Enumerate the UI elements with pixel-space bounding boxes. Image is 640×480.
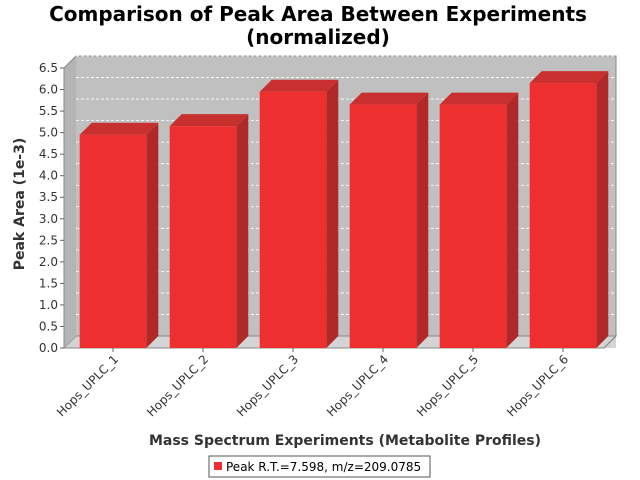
legend-label: Peak R.T.=7.598, m/z=209.0785	[226, 460, 421, 474]
bar-side	[596, 71, 609, 349]
y-tick-label: 3.5	[39, 190, 58, 204]
y-tick-label: 5.0	[39, 126, 58, 140]
bar-top	[529, 71, 609, 84]
y-tick-label: 1.5	[39, 276, 58, 290]
bar	[349, 104, 417, 348]
y-tick-label: 0.5	[39, 319, 58, 333]
plot-left-wall	[64, 56, 76, 348]
legend-box	[208, 455, 431, 478]
y-tick-label: 2.0	[39, 255, 58, 269]
bar-top	[169, 114, 249, 127]
x-tick-label: Hops_UPLC_4	[324, 352, 391, 419]
plot-back-wall	[76, 56, 616, 336]
y-tick-label: 3.0	[39, 212, 58, 226]
bar-side	[146, 122, 159, 349]
y-tick-label: 1.0	[39, 298, 58, 312]
x-tick-label: Hops_UPLC_3	[234, 352, 301, 419]
y-tick-label: 6.5	[39, 61, 58, 75]
bar	[259, 91, 327, 348]
bar-side	[506, 92, 519, 348]
x-tick-label: Hops_UPLC_5	[414, 352, 481, 419]
bar	[439, 104, 507, 348]
bar-series	[79, 71, 609, 349]
y-tick-label: 4.5	[39, 147, 58, 161]
bar-top	[259, 79, 339, 92]
legend-swatch	[214, 462, 222, 470]
bar-side	[326, 79, 339, 348]
y-tick-label: 6.0	[39, 83, 58, 97]
x-tick-label: Hops_UPLC_2	[144, 352, 211, 419]
chart-title-line2: (normalized)	[246, 25, 390, 49]
bar	[169, 126, 237, 349]
y-tick-label: 4.0	[39, 169, 58, 183]
bar-side	[236, 114, 249, 349]
bar	[79, 134, 147, 348]
y-axis-label: Peak Area (1e-3)	[12, 138, 28, 271]
x-tick-label: Hops_UPLC_6	[504, 352, 571, 419]
y-tick-label: 0.0	[39, 341, 58, 355]
bar-top	[349, 92, 429, 105]
x-axis-label: Mass Spectrum Experiments (Metabolite Pr…	[149, 433, 541, 449]
chart-title-line1: Comparison of Peak Area Between Experime…	[49, 2, 587, 26]
bar-top	[439, 92, 519, 105]
y-tick-label: 5.5	[39, 104, 58, 118]
y-axis-ticks: 0.0 0.5 1.0 1.5 2.0 2.5 3.0 3.5 4.0 4.5 5.0 5.5 6.0 6…	[39, 61, 64, 355]
bar-side	[416, 92, 429, 348]
y-tick-label: 2.5	[39, 233, 58, 247]
bar	[529, 83, 597, 349]
legend: Peak R.T.=7.598, m/z=209.0785	[208, 455, 431, 478]
x-tick-label: Hops_UPLC_1	[54, 352, 121, 419]
bar-top	[79, 122, 159, 135]
x-axis-ticks: Hops_UPLC_1 Hops_UPLC_2 Hops_UPLC_3 Hops_UP…	[54, 348, 571, 419]
